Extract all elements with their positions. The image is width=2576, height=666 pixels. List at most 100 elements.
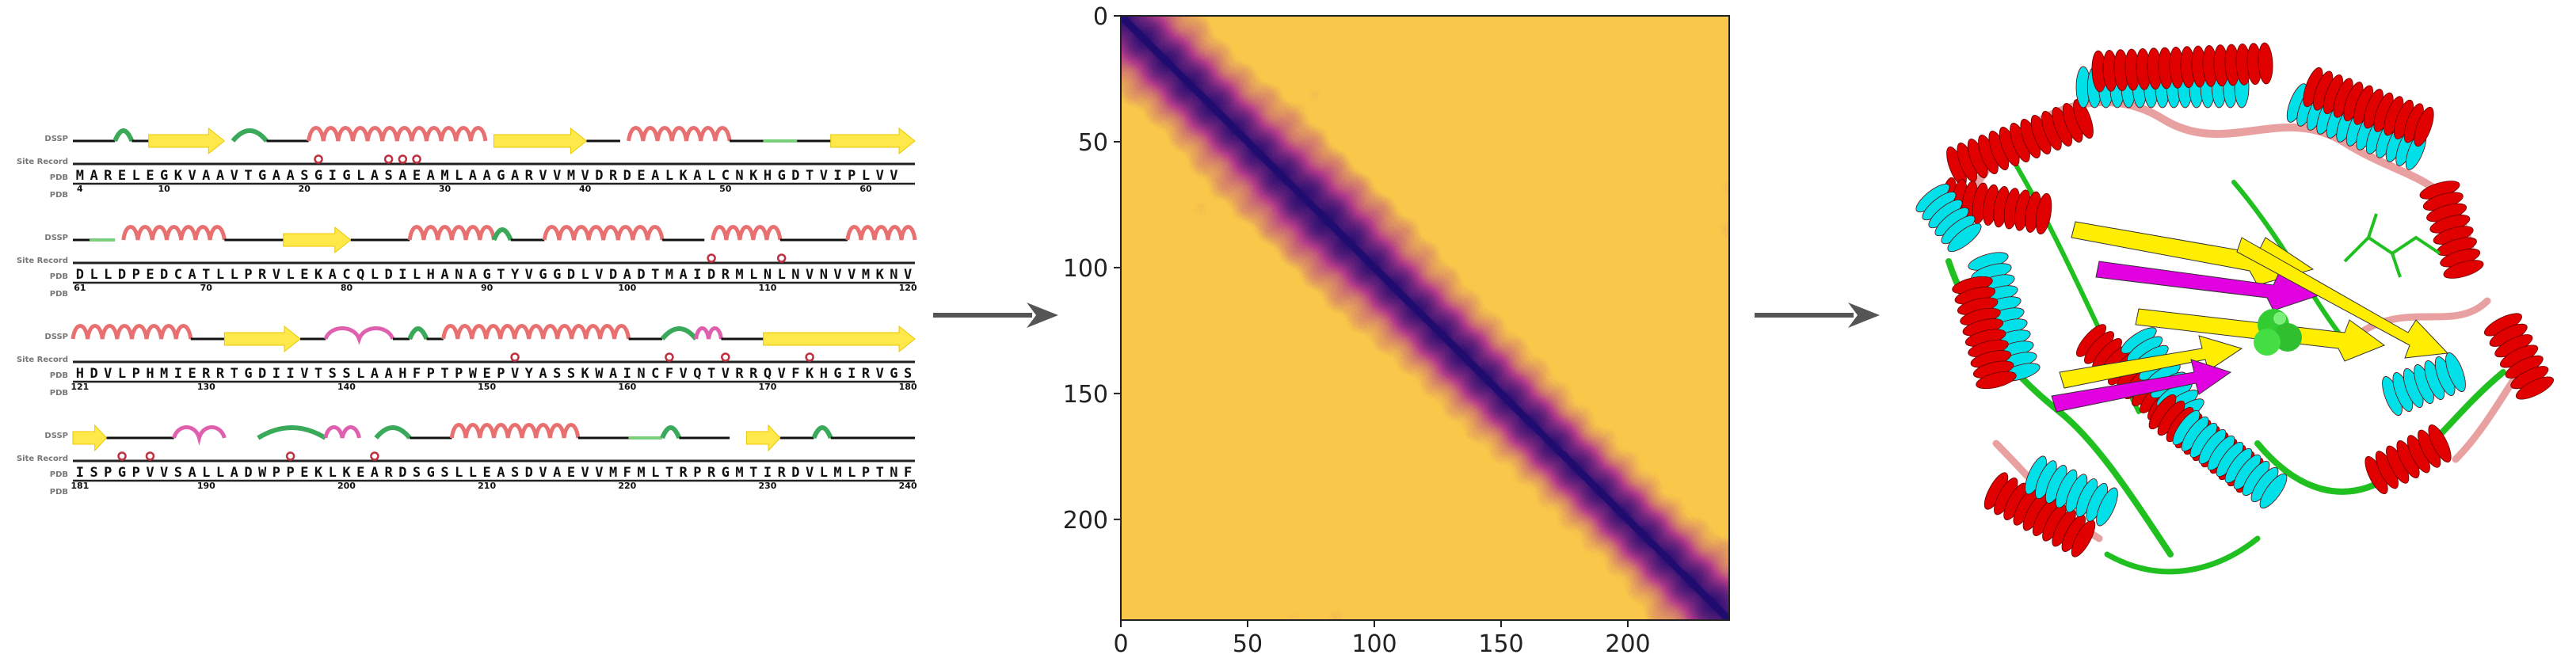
residue-letter: A bbox=[693, 168, 701, 184]
residue-letter: L bbox=[820, 465, 828, 481]
residue-number: 4 bbox=[77, 184, 83, 194]
residue-letter: V bbox=[160, 465, 168, 481]
residue-letter: N bbox=[820, 267, 828, 283]
residue-letter: V bbox=[848, 267, 855, 283]
site-marker bbox=[778, 255, 785, 262]
residue-letter: P bbox=[848, 168, 855, 184]
residue-letter: T bbox=[749, 465, 757, 481]
residue-number: 230 bbox=[758, 481, 776, 491]
residue-letter: Y bbox=[525, 366, 534, 382]
residue-letter: L bbox=[848, 465, 855, 481]
residue-letter: V bbox=[581, 168, 589, 184]
residue-letter: L bbox=[286, 267, 294, 283]
right-arrow-icon bbox=[1755, 299, 1881, 331]
residue-letter: L bbox=[371, 267, 379, 283]
site-marker bbox=[806, 354, 814, 361]
residue-letter: V bbox=[722, 366, 730, 382]
residue-letter: K bbox=[876, 267, 885, 283]
residue-letter: C bbox=[342, 267, 350, 283]
residue-letter: M bbox=[665, 267, 673, 283]
site-record-label: Site Record bbox=[17, 455, 68, 463]
residue-letter: A bbox=[329, 267, 337, 283]
site-marker bbox=[287, 453, 294, 460]
residue-letter: R bbox=[258, 267, 267, 283]
bend-segment bbox=[174, 428, 225, 439]
residue-letter: T bbox=[806, 168, 814, 184]
residue-letter: K bbox=[342, 465, 351, 481]
pdb-label: PDB bbox=[50, 272, 68, 281]
residue-letter: G bbox=[427, 465, 435, 481]
residue-number: 60 bbox=[859, 184, 872, 194]
helix-coil bbox=[848, 227, 915, 241]
residue-letter: E bbox=[300, 267, 308, 283]
residue-letter: V bbox=[539, 168, 547, 184]
residue-letter: V bbox=[272, 267, 280, 283]
residue-letter: G bbox=[118, 465, 126, 481]
residue-letter: P bbox=[104, 465, 112, 481]
residue-letter: P bbox=[693, 465, 701, 481]
residue-letter: G bbox=[833, 366, 841, 382]
site-marker bbox=[119, 453, 126, 460]
residue-letter: L bbox=[581, 267, 589, 283]
residue-letter: Q bbox=[693, 366, 701, 382]
residue-letter: P bbox=[132, 267, 140, 283]
turn-segment bbox=[814, 428, 830, 438]
residue-letter: E bbox=[483, 465, 491, 481]
helix-coil bbox=[73, 326, 191, 340]
residue-letter: M bbox=[609, 465, 617, 481]
turn-segment bbox=[494, 230, 511, 240]
residue-number: 10 bbox=[158, 184, 171, 194]
residue-letter: N bbox=[890, 267, 897, 283]
residue-letter: A bbox=[440, 267, 448, 283]
residue-letter: K bbox=[749, 168, 758, 184]
residue-letter: V bbox=[595, 465, 603, 481]
residue-letter: V bbox=[778, 366, 786, 382]
residue-number: 90 bbox=[481, 283, 493, 293]
residue-letter: Q bbox=[764, 366, 772, 382]
residue-letter: F bbox=[413, 366, 421, 382]
residue-letter: L bbox=[665, 168, 673, 184]
residue-letter: E bbox=[118, 168, 126, 184]
residue-letter: L bbox=[231, 267, 238, 283]
residue-letter: R bbox=[722, 267, 730, 283]
residue-number: 100 bbox=[618, 283, 636, 293]
residue-letter: R bbox=[707, 465, 716, 481]
turn-segment bbox=[376, 428, 410, 438]
residue-letter: Y bbox=[511, 267, 520, 283]
residue-letter: A bbox=[398, 168, 406, 184]
residue-letter: T bbox=[651, 267, 659, 283]
site-marker bbox=[385, 156, 392, 163]
site-marker bbox=[708, 255, 715, 262]
residue-letter: E bbox=[637, 168, 645, 184]
residue-number: 130 bbox=[197, 382, 215, 392]
site-marker bbox=[399, 156, 406, 163]
residue-letter: A bbox=[202, 168, 210, 184]
sequence-row: DSSPSite RecordPDBPDBH D V L P H M I E R R T G D I I V T S… bbox=[17, 326, 917, 398]
residue-letter: S bbox=[329, 366, 337, 382]
residue-letter: D bbox=[637, 267, 645, 283]
residue-letter: M bbox=[862, 267, 870, 283]
residue-letter: A bbox=[371, 465, 379, 481]
helix-coil bbox=[410, 227, 493, 241]
residue-letter: M bbox=[833, 465, 841, 481]
helix-coil bbox=[124, 227, 225, 241]
residue-letter: G bbox=[778, 168, 786, 184]
residue-letter: V bbox=[553, 168, 561, 184]
residue-letter: I bbox=[623, 366, 631, 382]
residue-letter: L bbox=[413, 267, 421, 283]
residue-number: 180 bbox=[899, 382, 917, 392]
residue-letter: G bbox=[483, 267, 491, 283]
residue-letter: T bbox=[314, 366, 322, 382]
residue-letter: N bbox=[791, 267, 799, 283]
residue-letter: A bbox=[188, 465, 196, 481]
residue-letter: G bbox=[342, 168, 350, 184]
strand-arrow bbox=[764, 326, 915, 352]
residue-letter: V bbox=[833, 267, 841, 283]
residue-letter: H bbox=[820, 366, 828, 382]
residue-letter: V bbox=[104, 366, 112, 382]
residue-letter: I bbox=[833, 168, 841, 184]
helix-coil bbox=[713, 227, 780, 241]
residue-letter: G bbox=[553, 267, 561, 283]
residue-letter: P bbox=[132, 465, 140, 481]
residue-letter: K bbox=[174, 168, 183, 184]
